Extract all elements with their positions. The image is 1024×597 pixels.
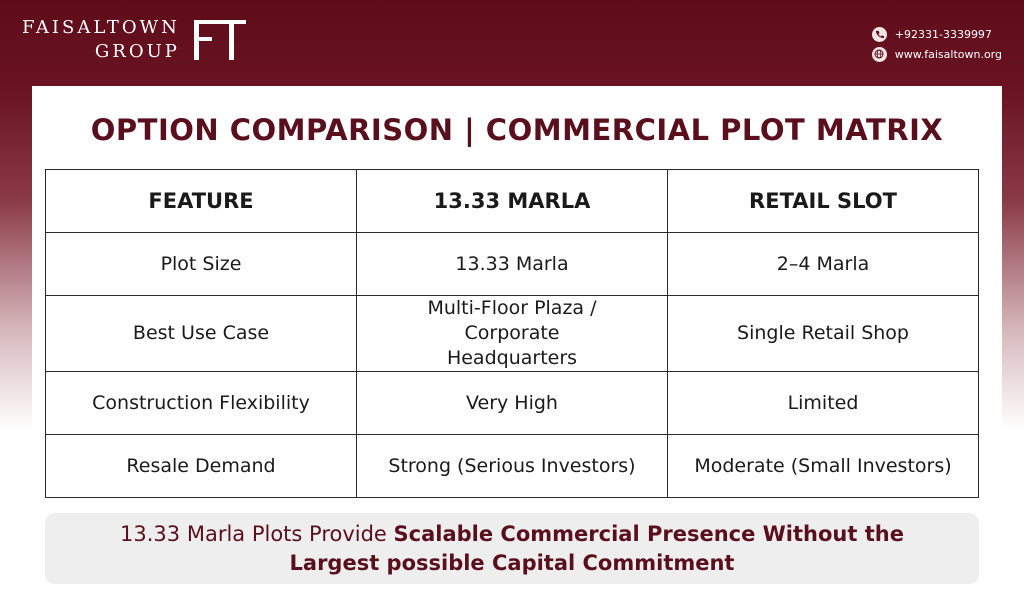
table-cell: Best Use Case: [45, 295, 357, 372]
website-link[interactable]: www.faisaltown.org: [894, 47, 1002, 61]
table-cell: Strong (Serious Investors): [356, 434, 668, 498]
table-cell: Limited: [667, 371, 979, 435]
ft-monogram-icon: [193, 20, 246, 60]
table-cell: Plot Size: [45, 232, 357, 296]
table-cell: Single Retail Shop: [667, 295, 979, 372]
summary-prefix: 13.33 Marla Plots Provide: [120, 521, 394, 546]
summary-bold: Scalable Commercial Presence Without the…: [289, 521, 904, 575]
brand-line-1: FAISALTOWN: [22, 17, 180, 38]
header-retail-slot: RETAIL SLOT: [667, 169, 979, 233]
brand-line-2: GROUP: [94, 41, 180, 62]
summary-text: 13.33 Marla Plots Provide Scalable Comme…: [82, 520, 942, 578]
phone-number[interactable]: +92331-3339997: [894, 27, 992, 41]
header-13-33-marla: 13.33 MARLA: [356, 169, 668, 233]
table-cell: Moderate (Small Investors): [667, 434, 979, 498]
table-cell: Construction Flexibility: [45, 371, 357, 435]
table-cell: 13.33 Marla: [356, 232, 668, 296]
comparison-table: FEATURE 13.33 MARLA RETAIL SLOT Plot Siz…: [45, 169, 979, 498]
table-cell: Very High: [356, 371, 668, 435]
brand: FAISALTOWN GROUP: [22, 16, 248, 64]
table-row: Best Use Case Multi-Floor Plaza / Corpor…: [45, 295, 979, 372]
summary-banner: 13.33 Marla Plots Provide Scalable Comme…: [45, 513, 979, 584]
content-card: OPTION COMPARISON | COMMERCIAL PLOT MATR…: [32, 86, 1002, 597]
contact-web-row: www.faisaltown.org: [871, 44, 1002, 64]
contact-info: +92331-3339997 www.faisaltown.org: [871, 24, 1002, 64]
table-header-row: FEATURE 13.33 MARLA RETAIL SLOT: [45, 169, 979, 233]
contact-phone-row: +92331-3339997: [871, 24, 1002, 44]
page-title: OPTION COMPARISON | COMMERCIAL PLOT MATR…: [90, 113, 944, 147]
table-cell: 2–4 Marla: [667, 232, 979, 296]
table-cell: Resale Demand: [45, 434, 357, 498]
table-row: Construction Flexibility Very High Limit…: [45, 371, 979, 435]
globe-icon: [871, 46, 887, 62]
header-feature: FEATURE: [45, 169, 357, 233]
brand-name: FAISALTOWN GROUP: [22, 16, 180, 64]
phone-icon: [871, 26, 887, 42]
table-cell: Multi-Floor Plaza / Corporate Headquarte…: [356, 295, 668, 372]
table-row: Plot Size 13.33 Marla 2–4 Marla: [45, 232, 979, 296]
table-row: Resale Demand Strong (Serious Investors)…: [45, 434, 979, 498]
